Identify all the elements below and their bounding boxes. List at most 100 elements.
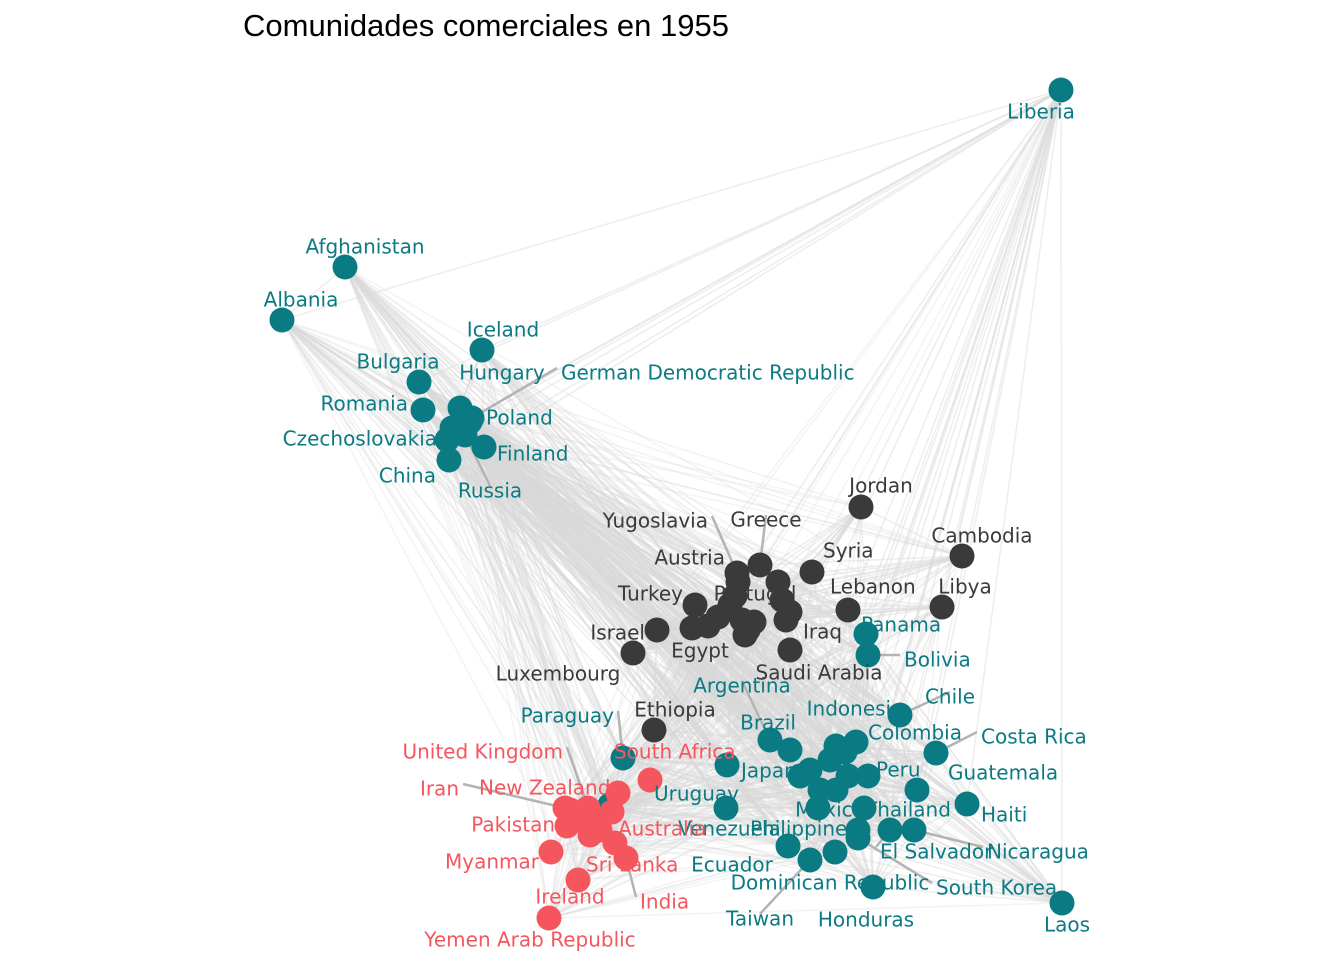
trade-edge [564, 652, 634, 809]
trade-edge [344, 266, 613, 813]
trade-edge [863, 752, 937, 809]
node-luxembourg [620, 640, 646, 666]
trade-edge [726, 649, 791, 766]
label-german-democratic-republic: German Democratic Republic [561, 361, 855, 385]
trade-edge [446, 439, 901, 716]
trade-edge [422, 409, 819, 809]
trade-edge [418, 381, 963, 557]
trade-edge [614, 775, 801, 844]
trade-edge [464, 89, 1062, 436]
trade-edge [471, 417, 616, 844]
trade-edge [935, 752, 1063, 904]
trade-edge [899, 714, 915, 831]
trade-edge [281, 89, 1062, 321]
trade-edge [481, 349, 857, 743]
trade-edge [569, 604, 731, 811]
trade-edge [625, 629, 749, 859]
trade-edge [725, 749, 791, 809]
trade-edge [753, 621, 831, 761]
trade-edge [548, 769, 811, 919]
trade-edge [729, 604, 943, 608]
trade-edge [548, 609, 849, 919]
trade-edge [617, 792, 968, 805]
trade-edge [281, 319, 728, 766]
trade-edge [769, 739, 836, 853]
trade-edge [609, 803, 968, 806]
trade-edge [548, 599, 783, 919]
trade-edge [726, 764, 859, 831]
trade-edge [469, 421, 837, 747]
trade-edge [471, 417, 550, 919]
label-iraq: Iraq [803, 620, 842, 644]
trade-edge [587, 789, 821, 809]
trade-edge [759, 555, 963, 566]
label-ethiopia: Ethiopia [634, 698, 715, 722]
trade-edge [483, 446, 719, 618]
trade-edge [726, 764, 918, 791]
trade-edge [469, 421, 857, 743]
trade-edge [614, 89, 1062, 844]
trade-edge [481, 89, 1062, 351]
trade-edge [457, 89, 1062, 431]
trade-edge [446, 439, 943, 608]
trade-edge [483, 446, 901, 716]
trade-edge [281, 319, 738, 574]
trade-edge [281, 319, 963, 557]
trade-edge [829, 759, 836, 853]
trade-edge [457, 429, 819, 809]
node [445, 417, 471, 443]
trade-edge [457, 429, 937, 754]
label-china: China [379, 464, 436, 488]
trade-edge [941, 89, 1062, 608]
trade-edge [446, 439, 819, 809]
trade-edge [457, 429, 857, 743]
trade-edge [809, 89, 1062, 771]
trade-edge [344, 266, 576, 821]
label-lebanon: Lebanon [830, 575, 916, 599]
trade-edge [736, 572, 849, 611]
node-yemen-arab-republic [536, 905, 562, 931]
trade-edge [481, 349, 727, 809]
trade-edge [548, 859, 811, 919]
trade-edge [741, 619, 846, 753]
label-yemen-arab-republic: Yemen Arab Republic [423, 928, 635, 952]
trade-edge [422, 409, 901, 716]
trade-edge [459, 407, 728, 766]
trade-edge [609, 769, 811, 806]
trade-edge [656, 89, 1062, 631]
label-el-salvador: El Salvador [880, 840, 993, 864]
trade-edge [281, 319, 611, 806]
trade-edge [446, 439, 727, 809]
trade-edge [483, 446, 728, 766]
label-haiti: Haiti [981, 803, 1027, 827]
trade-edge [471, 417, 591, 819]
trade-edge [622, 757, 859, 839]
node-taiwan [797, 847, 823, 873]
trade-edge [872, 89, 1062, 888]
trade-edge [457, 429, 761, 566]
trade-edge [632, 89, 1062, 654]
trade-edge [483, 446, 836, 853]
trade-edge [464, 434, 801, 777]
trade-edge [464, 434, 755, 623]
trade-edge [817, 803, 968, 809]
trade-edge [614, 769, 811, 844]
trade-edge [344, 266, 619, 794]
trade-edge [469, 421, 728, 766]
trade-edge [457, 429, 831, 761]
node-iceland [469, 337, 495, 363]
trade-edge [649, 606, 943, 781]
labels-layer: Liberia Afghanistan Albania Iceland Bulgaria… [264, 100, 1090, 952]
label-honduras: Honduras [818, 908, 914, 932]
trade-edge [653, 555, 963, 731]
trade-edge [471, 417, 837, 747]
trade-edge [471, 417, 831, 761]
trade-edge [725, 745, 837, 809]
node-bolivia [855, 642, 881, 668]
trade-edge [625, 616, 719, 859]
trade-edge [589, 629, 658, 819]
node-argentina [757, 727, 783, 753]
trade-edge [471, 417, 791, 751]
trade-edge [589, 834, 1063, 904]
trade-edge [614, 745, 837, 844]
